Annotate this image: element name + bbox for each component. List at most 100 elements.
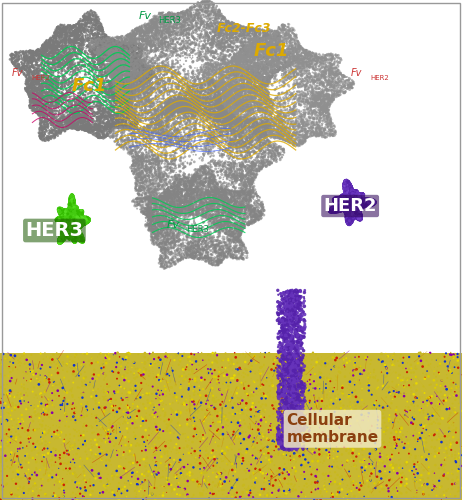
Point: [349, 212, 356, 220]
Point: [320, 103, 328, 111]
Point: [268, 147, 276, 155]
Point: [264, 73, 271, 81]
Point: [273, 63, 280, 71]
Point: [212, 100, 219, 108]
Point: [242, 27, 249, 35]
Point: [142, 46, 149, 54]
Point: [143, 77, 151, 85]
Point: [56, 214, 63, 222]
Point: [77, 48, 85, 56]
Point: [30, 72, 37, 80]
Point: [88, 50, 95, 58]
Point: [348, 188, 355, 196]
Point: [273, 51, 280, 59]
Point: [98, 74, 106, 82]
Point: [61, 207, 68, 215]
Point: [115, 34, 122, 42]
Point: [63, 220, 71, 228]
Point: [395, 418, 402, 426]
Point: [142, 437, 149, 445]
Point: [357, 194, 365, 202]
Point: [72, 426, 79, 434]
Point: [73, 220, 80, 228]
Point: [45, 47, 52, 55]
Point: [55, 218, 62, 226]
Point: [128, 80, 136, 88]
Point: [282, 382, 289, 390]
Point: [155, 232, 163, 239]
Point: [155, 376, 163, 384]
Point: [229, 129, 236, 137]
Point: [346, 206, 353, 214]
Point: [350, 202, 358, 210]
Point: [236, 152, 243, 160]
Point: [315, 90, 322, 98]
Point: [174, 188, 181, 196]
Point: [271, 118, 279, 126]
Point: [76, 100, 83, 108]
Point: [364, 196, 371, 203]
Point: [297, 426, 304, 434]
Point: [164, 121, 171, 129]
Point: [139, 182, 146, 190]
Point: [277, 305, 285, 313]
Point: [353, 204, 361, 212]
Point: [65, 220, 73, 228]
Point: [71, 220, 78, 228]
Point: [286, 54, 294, 62]
Point: [365, 196, 373, 204]
Point: [125, 41, 132, 49]
Point: [182, 197, 189, 205]
Point: [43, 48, 50, 56]
Point: [50, 481, 57, 489]
Point: [163, 462, 170, 470]
Point: [330, 208, 338, 216]
Point: [47, 80, 55, 88]
Point: [258, 38, 265, 46]
Point: [43, 118, 50, 126]
Point: [361, 201, 369, 209]
Point: [200, 434, 207, 442]
Point: [161, 372, 168, 380]
Point: [324, 98, 331, 106]
Point: [156, 67, 164, 75]
Point: [30, 67, 37, 75]
Point: [348, 213, 356, 221]
Point: [55, 431, 62, 439]
Point: [173, 106, 181, 114]
Point: [106, 48, 114, 56]
Point: [60, 222, 67, 230]
Point: [63, 210, 70, 218]
Point: [21, 444, 29, 452]
Point: [61, 224, 68, 232]
Point: [73, 206, 81, 214]
Point: [21, 53, 28, 61]
Point: [207, 136, 215, 144]
Point: [65, 213, 72, 221]
Point: [258, 86, 266, 94]
Point: [26, 360, 34, 368]
Point: [177, 185, 185, 193]
Point: [117, 66, 124, 74]
Point: [344, 206, 351, 214]
Point: [75, 210, 83, 218]
Point: [32, 70, 40, 78]
Point: [122, 90, 130, 98]
Point: [355, 192, 363, 200]
Point: [75, 60, 82, 68]
Point: [64, 206, 71, 214]
Point: [69, 30, 76, 38]
Point: [349, 191, 356, 199]
Point: [112, 42, 119, 50]
Point: [62, 218, 69, 226]
Point: [211, 93, 219, 101]
Point: [337, 202, 344, 209]
Point: [79, 207, 86, 215]
Point: [342, 192, 350, 200]
Point: [237, 100, 244, 108]
Point: [227, 189, 235, 197]
Point: [55, 214, 62, 222]
Point: [0, 476, 6, 484]
Point: [73, 232, 80, 240]
Point: [455, 436, 462, 444]
